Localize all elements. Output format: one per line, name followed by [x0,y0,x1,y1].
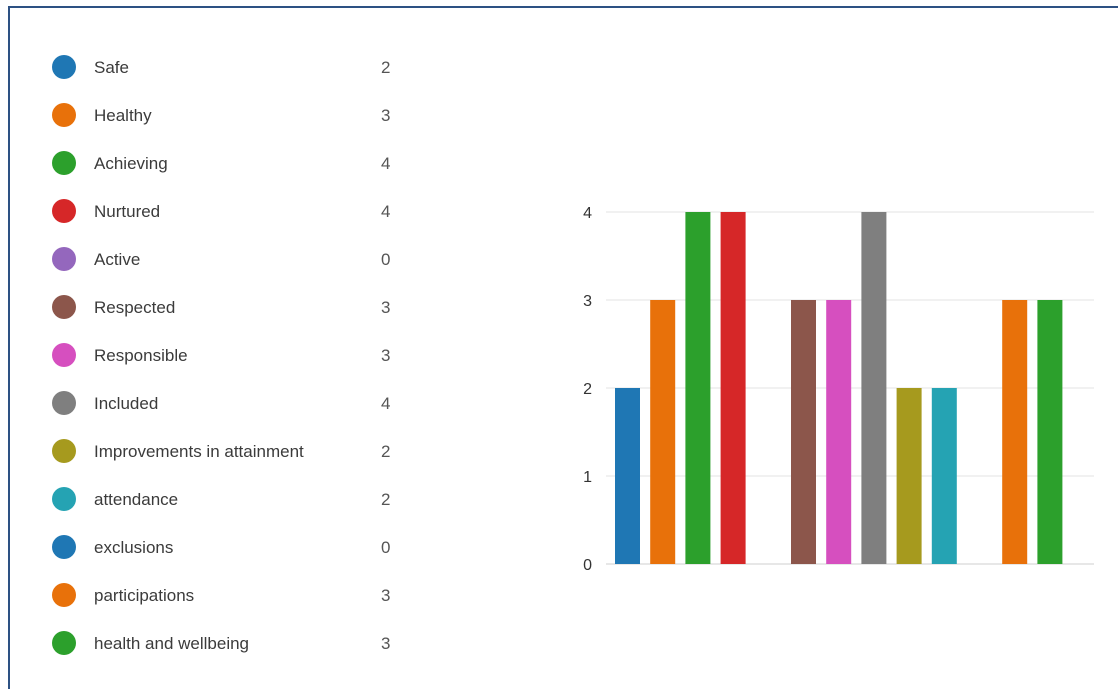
legend-value: 2 [381,490,391,509]
legend-value: 3 [381,346,391,365]
legend-item: Included 4 [52,391,412,417]
bar-responsible[interactable] [826,300,852,564]
legend-item: exclusions 0 [52,535,412,561]
y-tick-label: 1 [583,469,592,486]
bar-participations[interactable] [1002,300,1028,564]
legend-label: Improvements in attainment [94,442,304,461]
legend-item: Achieving 4 [52,151,412,177]
legend-color-dot [52,103,76,127]
legend-color-dot [52,295,76,319]
legend-color-dot [52,391,76,415]
legend-color-dot [52,631,76,655]
y-tick-label: 2 [583,381,592,398]
y-tick-label: 0 [583,557,592,574]
bar-improvements-in-attainment[interactable] [896,388,922,564]
legend-value: 3 [381,298,391,317]
legend-color-dot [52,343,76,367]
legend-label: Healthy [94,106,152,125]
bar-health-and-wellbeing[interactable] [1037,300,1063,564]
legend-label: Responsible [94,346,188,365]
legend-label: Nurtured [94,202,161,221]
legend-value: 4 [381,202,391,221]
legend-label: health and wellbeing [94,634,250,653]
legend-item: Respected 3 [52,295,412,321]
legend-value: 0 [381,538,391,557]
legend-color-dot [52,439,76,463]
bar-safe[interactable] [615,388,640,564]
legend-color-dot [52,583,76,607]
legend-value: 3 [381,634,391,653]
legend-value: 2 [381,58,391,77]
legend-color-dot [52,55,76,79]
legend-color-dot [52,247,76,271]
legend-item: health and wellbeing 3 [52,631,412,657]
legend-value: 3 [381,586,391,605]
legend-value: 4 [381,394,391,413]
bar-nurtured[interactable] [720,212,746,564]
legend-item: participations 3 [52,583,412,609]
legend-color-dot [52,535,76,559]
legend-value: 3 [381,106,391,125]
legend-item: Healthy 3 [52,103,412,129]
bar-attendance[interactable] [931,388,957,564]
legend-item: Active 0 [52,247,412,273]
legend-label: Safe [94,58,129,77]
legend-color-dot [52,487,76,511]
bar-included[interactable] [861,212,887,564]
bar-achieving[interactable] [685,212,711,564]
legend-color-dot [52,151,76,175]
legend-value: 0 [381,250,391,269]
legend-label: Included [94,394,159,413]
legend-label: exclusions [94,538,174,557]
legend-value: 2 [381,442,391,461]
bar-respected[interactable] [791,300,816,564]
legend-label: Respected [94,298,176,317]
legend-item: attendance 2 [52,487,412,513]
legend-color-dot [52,199,76,223]
legend-item: Nurtured 4 [52,199,412,225]
legend-item: Responsible 3 [52,343,412,369]
legend-item: Safe 2 [52,55,412,81]
legend-value: 4 [381,154,391,173]
legend-label: attendance [94,490,179,509]
bar-healthy[interactable] [650,300,676,564]
y-tick-label: 4 [583,205,592,222]
legend-label: Active [94,250,141,269]
legend-item: Improvements in attainment 2 [52,439,412,465]
legend-label: Achieving [94,154,168,173]
chart-frame [8,6,1118,689]
y-tick-label: 3 [583,293,592,310]
legend-label: participations [94,586,195,605]
